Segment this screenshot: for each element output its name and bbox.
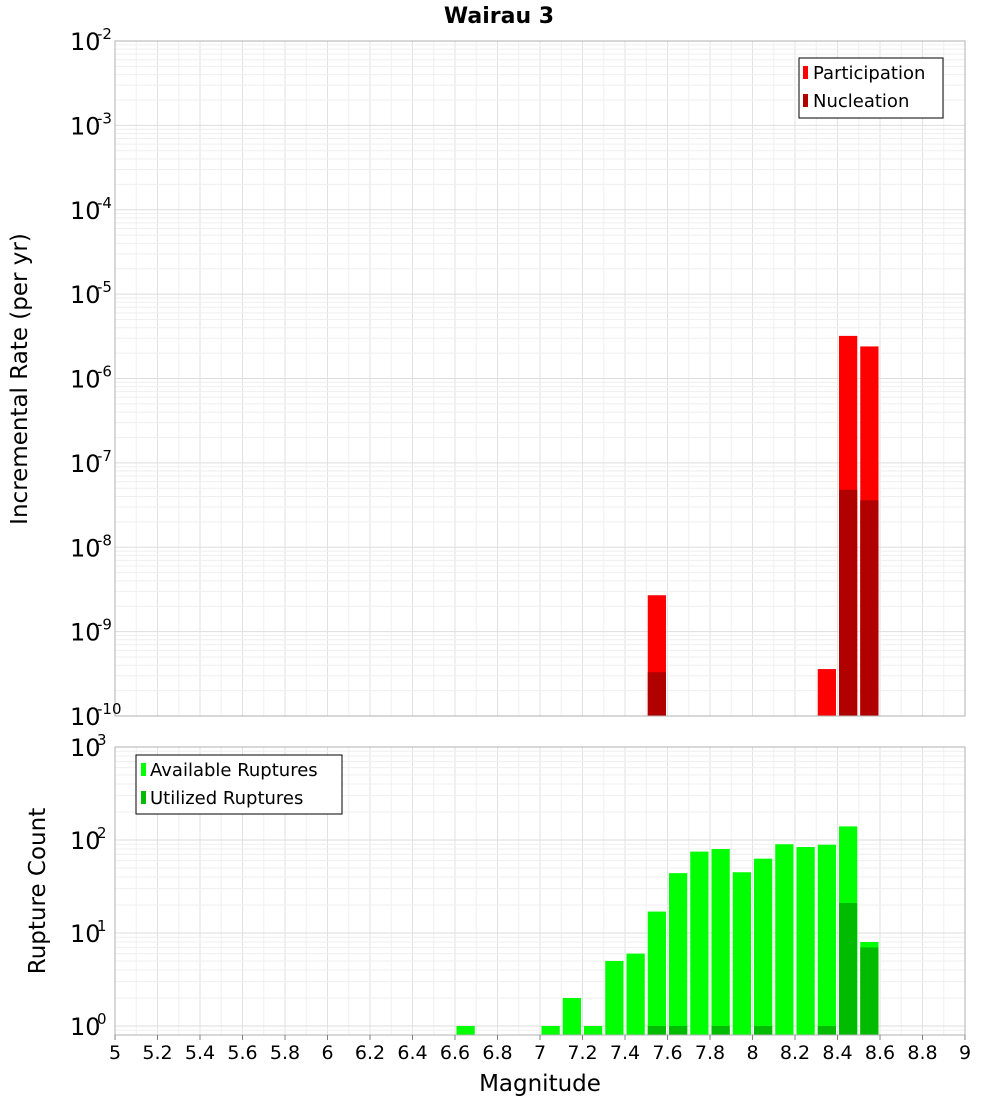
x-tick-label: 9: [959, 1042, 971, 1064]
y-tick-exponent: -6: [97, 363, 112, 381]
x-tick-label: 6: [321, 1042, 333, 1064]
legend-swatch-nucleation: [803, 94, 808, 107]
x-tick-label: 5.8: [270, 1042, 300, 1064]
x-ticks: 5 5.2 5.4 5.6 5.8 6 6.2 6.4 6.6 6.8 7 7.2 7.4 7.6 7.8 8…: [109, 1035, 971, 1064]
legend-swatch-available: [141, 763, 146, 776]
x-tick-label: 8.4: [822, 1042, 852, 1064]
y-tick-exponent: 2: [97, 824, 107, 842]
top-legend: Participation Nucleation: [798, 57, 944, 119]
top-legend-box: [798, 57, 944, 119]
x-tick-label: 5.2: [142, 1042, 172, 1064]
x-tick-label: 7.2: [567, 1042, 597, 1064]
x-tick-label: 7.4: [610, 1042, 640, 1064]
y-tick-exponent: -2: [97, 25, 112, 43]
y-tick-exponent: 3: [97, 731, 107, 749]
count-bar-secondary: [860, 947, 879, 1035]
x-tick-label: 6.8: [482, 1042, 512, 1064]
legend-swatch-participation: [803, 66, 808, 79]
y-tick-exponent: -10: [97, 700, 122, 718]
x-tick-label: 7.6: [652, 1042, 682, 1064]
count-bar-primary: [711, 849, 730, 1035]
top-bars: [647, 335, 879, 716]
count-bar-primary: [541, 1025, 560, 1035]
y-tick-label: 10: [70, 619, 101, 647]
y-tick-label: 10: [70, 827, 101, 855]
x-tick-label: 7: [534, 1042, 546, 1064]
count-bar-primary: [775, 844, 794, 1035]
x-tick-label: 5.6: [227, 1042, 257, 1064]
x-tick-label: 6.6: [440, 1042, 470, 1064]
count-bar-primary: [456, 1025, 475, 1035]
bottom-y-axis-label: Rupture Count: [25, 808, 51, 974]
count-bar-secondary: [839, 903, 858, 1035]
x-tick-label: 5.4: [185, 1042, 215, 1064]
count-bar-secondary: [711, 1025, 730, 1035]
count-bar-secondary: [669, 1025, 688, 1035]
y-tick-label: 10: [70, 281, 101, 309]
legend-label-utilized: Utilized Ruptures: [150, 788, 303, 809]
x-axis-label: Magnitude: [479, 1071, 601, 1097]
y-tick-label: 10: [70, 112, 101, 140]
x-tick-label: 8: [746, 1042, 758, 1064]
top-plot-frame: [114, 40, 966, 717]
bottom-bars: [456, 826, 879, 1035]
y-tick-label: 10: [70, 703, 101, 731]
bottom-legend-box: [135, 754, 343, 815]
legend-label-available: Available Ruptures: [150, 760, 318, 781]
count-bar-primary: [754, 858, 773, 1035]
x-tick-label: 7.8: [695, 1042, 725, 1064]
count-bar-primary: [584, 1025, 603, 1035]
count-bar-primary: [796, 847, 815, 1035]
x-tick-label: 8.2: [780, 1042, 810, 1064]
x-tick-label: 8.8: [907, 1042, 937, 1064]
y-tick-label: 10: [70, 534, 101, 562]
y-tick-exponent: -8: [97, 531, 112, 549]
rate-bar-secondary: [839, 489, 858, 716]
y-tick-label: 10: [70, 1013, 101, 1041]
y-tick-exponent: -3: [97, 109, 112, 127]
y-tick-exponent: 1: [97, 917, 107, 935]
chart-title: Wairau 3: [444, 4, 554, 29]
x-tick-label: 5: [109, 1042, 121, 1064]
y-tick-exponent: -4: [97, 194, 112, 212]
y-tick-exponent: -5: [97, 278, 112, 296]
count-bar-secondary: [817, 1025, 836, 1035]
count-bar-secondary: [754, 1025, 773, 1035]
legend-label-nucleation: Nucleation: [813, 91, 909, 112]
y-tick-exponent: -7: [97, 447, 112, 465]
count-bar-primary: [605, 960, 624, 1035]
x-tick-label: 8.6: [865, 1042, 895, 1064]
count-bar-secondary: [647, 1025, 666, 1035]
legend-swatch-utilized: [141, 791, 146, 804]
count-bar-primary: [669, 873, 688, 1035]
x-tick-label: 6.4: [397, 1042, 427, 1064]
bottom-legend: Available Ruptures Utilized Ruptures: [135, 754, 343, 815]
y-tick-label: 10: [70, 450, 101, 478]
top-y-axis-label: Incremental Rate (per yr): [7, 233, 33, 525]
count-bar-primary: [562, 997, 581, 1035]
count-bar-primary: [647, 911, 666, 1035]
count-bar-primary: [732, 872, 751, 1035]
rate-bar-secondary: [860, 500, 879, 716]
top-grid: [114, 40, 966, 717]
y-tick-label: 10: [70, 197, 101, 225]
y-tick-exponent: 0: [97, 1010, 107, 1028]
y-tick-exponent: -9: [97, 616, 112, 634]
y-tick-label: 10: [70, 920, 101, 948]
x-tick-label: 6.2: [355, 1042, 385, 1064]
rate-bar-primary: [817, 669, 836, 716]
y-tick-label: 10: [70, 734, 101, 762]
y-tick-label: 10: [70, 366, 101, 394]
y-tick-label: 10: [70, 28, 101, 56]
count-bar-primary: [690, 851, 709, 1035]
count-bar-primary: [817, 844, 836, 1035]
legend-label-participation: Participation: [813, 63, 925, 84]
count-bar-primary: [626, 953, 645, 1035]
rate-bar-secondary: [647, 672, 666, 716]
